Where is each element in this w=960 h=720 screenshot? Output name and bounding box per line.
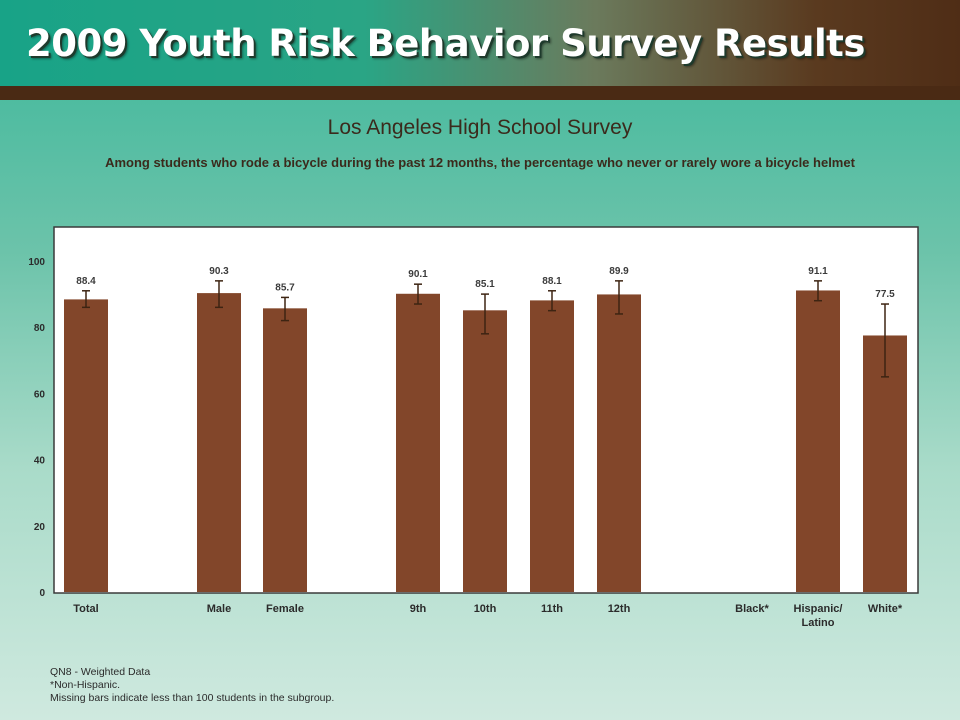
y-tick-label: 0 (39, 588, 45, 599)
x-tick-label: Female (266, 603, 304, 615)
bar (396, 293, 440, 592)
footnotes: QN8 - Weighted Data *Non-Hispanic. Missi… (50, 666, 334, 705)
bar (197, 293, 241, 592)
y-tick-label: 100 (28, 257, 45, 268)
x-tick-label: Latino (802, 617, 835, 629)
bar (796, 290, 840, 592)
x-tick-label: White* (868, 603, 903, 615)
chart-subtitle: Among students who rode a bicycle during… (105, 155, 855, 170)
data-label: 88.1 (542, 276, 562, 287)
x-tick-label: 11th (541, 603, 563, 615)
bar (64, 299, 108, 592)
data-label: 85.7 (275, 282, 295, 293)
x-tick-label: 12th (608, 603, 631, 615)
header-divider (0, 86, 960, 100)
y-tick-label: 60 (34, 389, 46, 400)
header-banner: 2009 Youth Risk Behavior Survey Results (0, 0, 960, 86)
x-tick-label: Black* (735, 603, 769, 615)
data-label: 89.9 (609, 266, 629, 277)
chart-title: Los Angeles High School Survey (327, 116, 633, 139)
data-label: 90.3 (209, 266, 229, 277)
footnote-data-source: QN8 - Weighted Data (50, 666, 151, 678)
data-label: 91.1 (808, 266, 828, 277)
x-tick-label: 10th (474, 603, 497, 615)
footnote-missing-bars: Missing bars indicate less than 100 stud… (50, 692, 335, 704)
bar (863, 335, 907, 592)
data-label: 85.1 (475, 279, 495, 290)
y-tick-label: 40 (34, 456, 46, 467)
bar (463, 310, 507, 592)
x-tick-label: 9th (410, 603, 427, 615)
data-label: 77.5 (875, 289, 895, 300)
data-label: 88.4 (76, 276, 96, 287)
page-title: 2009 Youth Risk Behavior Survey Results (26, 22, 865, 65)
bar (530, 300, 574, 592)
data-label: 90.1 (408, 269, 428, 280)
bar (263, 308, 307, 592)
x-tick-label: Hispanic/ (794, 603, 843, 615)
footnote-non-hispanic: *Non-Hispanic. (50, 679, 121, 691)
y-tick-label: 80 (34, 323, 46, 334)
bar-chart: 0 20 40 60 80 100 88.4 Total 90.3 Male 85.7 Female 9… (28, 226, 919, 629)
x-tick-label: Male (207, 603, 231, 615)
bar (597, 294, 641, 592)
y-tick-label: 20 (34, 522, 46, 533)
x-tick-label: Total (73, 603, 98, 615)
